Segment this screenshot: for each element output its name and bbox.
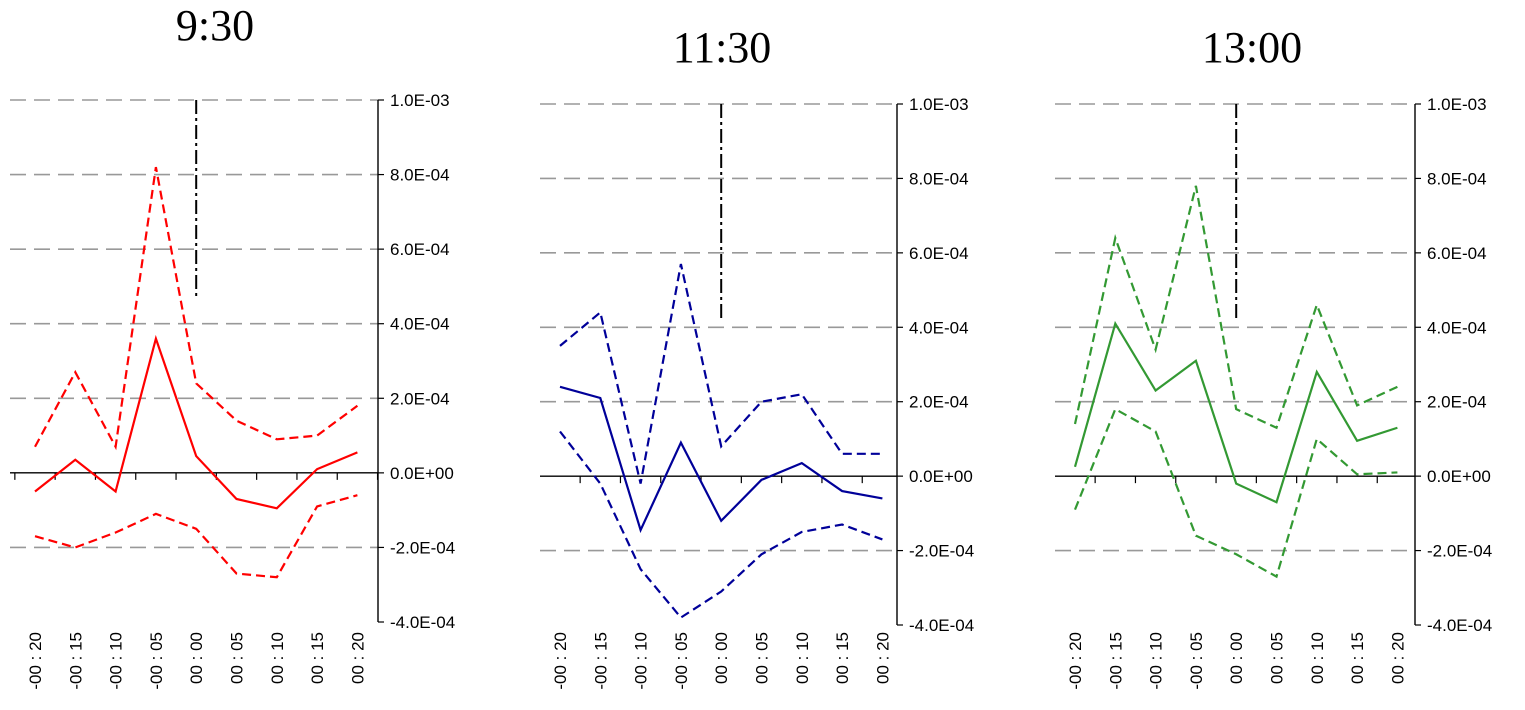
y-tick-label: 0.0E+00	[390, 464, 454, 483]
x-tick-label: -00 : 10	[632, 632, 651, 690]
chart-panel-1300: 13:00 1.0E-03 8.0E-04 6.0E-04 4.0E-04 2.0E-04…	[1035, 0, 1525, 710]
chart-title: 9:30	[176, 1, 254, 50]
y-tick-label: 8.0E-04	[1427, 169, 1487, 188]
x-tick-label: 00 : 10	[793, 632, 812, 684]
y-tick-label: 1.0E-03	[390, 91, 450, 110]
series-line-upper-band	[559, 263, 883, 484]
series-line-lower-band	[1073, 407, 1398, 579]
y-tick-label: -2.0E-04	[909, 542, 974, 561]
y-tick-label: 8.0E-04	[390, 166, 450, 185]
y-tick-label: 4.0E-04	[1427, 318, 1487, 337]
x-tick-label: 00 : 00	[712, 632, 731, 684]
y-tick-label: 1.0E-03	[909, 95, 969, 114]
series-line-upper-band	[34, 166, 359, 451]
chart-title: 13:00	[1202, 23, 1302, 72]
y-tick-label: -2.0E-04	[1427, 542, 1492, 561]
x-tick-label: 00 : 20	[873, 632, 892, 684]
y-tick-label: -4.0E-04	[390, 613, 455, 632]
series-line-estimate	[34, 334, 358, 510]
x-tick-label: -00 : 20	[26, 632, 45, 690]
x-tick-label: -00 : 10	[1147, 632, 1166, 690]
y-tick-label: 2.0E-04	[909, 393, 969, 412]
series-line-lower-band	[34, 494, 358, 579]
series-line-estimate	[1073, 320, 1398, 504]
x-tick-label: -00 : 15	[1106, 632, 1125, 690]
y-tick-label: 0.0E+00	[1427, 467, 1491, 486]
y-tick-label: 2.0E-04	[390, 389, 450, 408]
chart-title: 11:30	[673, 23, 772, 72]
x-tick-label: 00 : 10	[268, 632, 287, 684]
x-tick-label: 00 : 05	[228, 632, 247, 684]
x-tick-label: 00 : 15	[833, 632, 852, 684]
x-tick-label: 00 : 20	[1388, 632, 1407, 684]
y-tick-label: 4.0E-04	[909, 318, 969, 337]
chart-svg-930: 9:30 1.0E-03 8.0E-04 6.0E-04 4.0E-04 2.0E-04 0…	[10, 1, 455, 690]
x-tick-label: -00 : 05	[1187, 632, 1206, 690]
x-tick-label: -00 : 10	[107, 632, 126, 690]
chart-svg-1130: 11:30 1.0E-03 8.0E-04 6.0E-04 4.0E-04 2.0E-04…	[540, 23, 974, 690]
y-tick-label: 6.0E-04	[1427, 244, 1487, 263]
x-tick-label: 00 : 15	[1348, 632, 1367, 684]
y-tick-label: 6.0E-04	[909, 244, 969, 263]
series-line-lower-band	[559, 430, 883, 620]
series-line-upper-band	[1073, 185, 1398, 430]
x-tick-label: 00 : 00	[187, 632, 206, 684]
x-tick-label: 00 : 05	[1268, 632, 1287, 684]
chart-panel-930: 9:30 1.0E-03 8.0E-04 6.0E-04 4.0E-04 2.0E-04 0…	[0, 0, 510, 710]
y-tick-label: -4.0E-04	[909, 616, 974, 635]
x-tick-label: -00 : 20	[551, 632, 570, 690]
y-tick-label: -4.0E-04	[1427, 616, 1492, 635]
x-tick-label: -00 : 20	[1066, 632, 1085, 690]
y-tick-label: 4.0E-04	[390, 315, 450, 334]
x-tick-label: -00 : 05	[672, 632, 691, 690]
x-tick-label: 00 : 10	[1308, 632, 1327, 684]
y-tick-label: 0.0E+00	[909, 467, 973, 486]
x-tick-label: -00 : 05	[147, 632, 166, 690]
x-tick-label: 00 : 15	[308, 632, 327, 684]
x-tick-label: 00 : 05	[753, 632, 772, 684]
chart-svg-1300: 13:00 1.0E-03 8.0E-04 6.0E-04 4.0E-04 2.0E-04…	[1055, 23, 1492, 690]
x-tick-label: 00 : 20	[348, 632, 367, 684]
y-tick-label: 2.0E-04	[1427, 393, 1487, 412]
chart-panel-1130: 11:30 1.0E-03 8.0E-04 6.0E-04 4.0E-04 2.0E-04…	[515, 0, 1025, 710]
y-tick-label: -2.0E-04	[390, 538, 455, 557]
y-tick-label: 6.0E-04	[390, 240, 450, 259]
x-tick-label: -00 : 15	[591, 632, 610, 690]
series-line-estimate	[559, 385, 883, 534]
y-tick-label: 1.0E-03	[1427, 95, 1487, 114]
y-tick-label: 8.0E-04	[909, 169, 969, 188]
x-tick-label: 00 : 00	[1227, 632, 1246, 684]
x-tick-label: -00 : 15	[66, 632, 85, 690]
